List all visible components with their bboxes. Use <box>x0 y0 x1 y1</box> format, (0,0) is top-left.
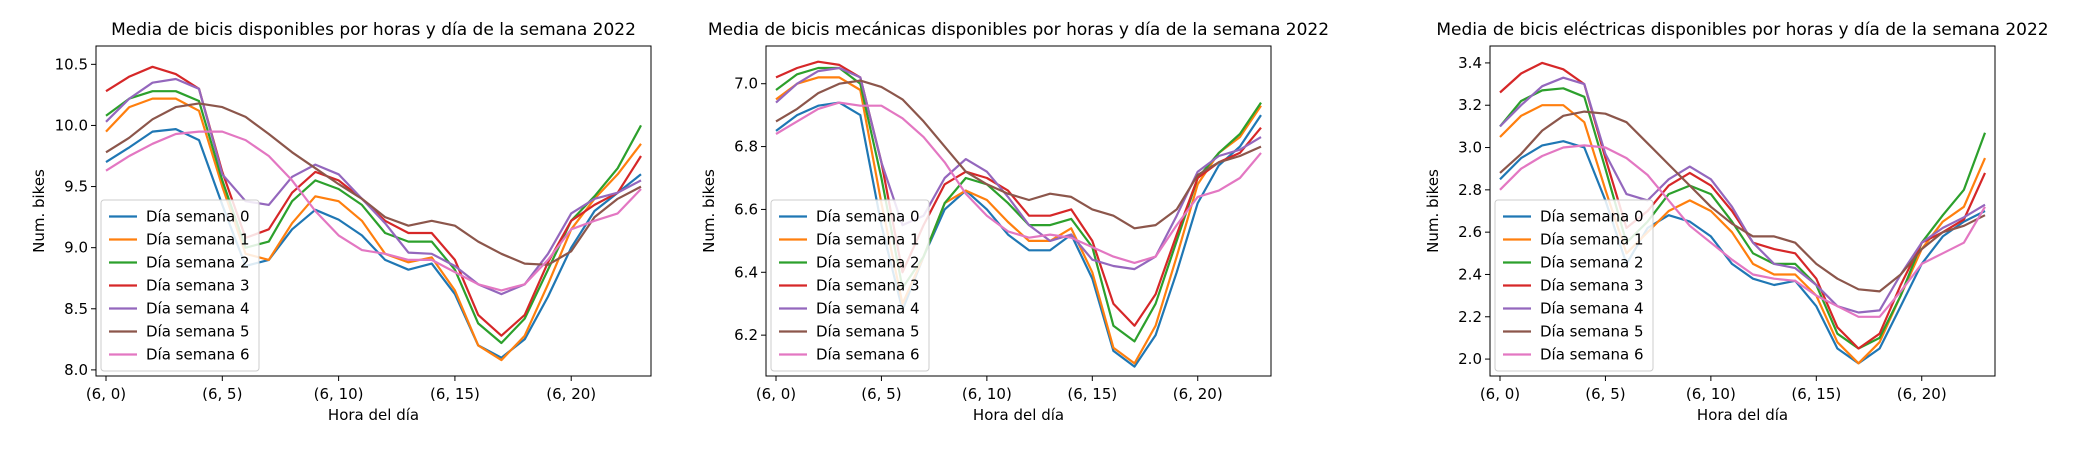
legend-label-1: Día semana 1 <box>146 231 250 249</box>
legend-label-5: Día semana 5 <box>146 323 250 341</box>
series-line-5 <box>775 79 1262 230</box>
x-tick-label: (6, 0) <box>756 385 796 403</box>
chart-title: Media de bicis disponibles por horas y d… <box>111 20 636 40</box>
legend-label-3: Día semana 3 <box>816 277 920 295</box>
legend-label-6: Día semana 6 <box>146 346 250 364</box>
x-tick-label: (6, 10) <box>1686 385 1736 403</box>
axes-frame <box>1489 45 1996 377</box>
series-line-6 <box>105 130 642 292</box>
legend-label-0: Día semana 0 <box>816 208 920 226</box>
series-line-4 <box>105 77 642 296</box>
y-tick-label: 2.0 <box>1458 350 1482 368</box>
chart-panel-2: Media de bicis eléctricas disponibles po… <box>1424 20 2049 424</box>
legend-label-0: Día semana 0 <box>146 208 250 226</box>
y-tick-label: 10.0 <box>55 116 88 134</box>
x-tick-label: (6, 5) <box>202 385 242 403</box>
legend: Día semana 0 Día semana 1 Día semana 2 Día … <box>770 199 930 372</box>
legend-label-5: Día semana 5 <box>816 323 920 341</box>
legend-label-2: Día semana 2 <box>146 254 250 272</box>
y-tick-label: 2.2 <box>1458 308 1482 326</box>
legend-label-0: Día semana 0 <box>1540 208 1644 226</box>
y-tick-label: 2.4 <box>1458 265 1482 283</box>
legend-label-6: Día semana 6 <box>816 346 920 364</box>
legend-label-3: Día semana 3 <box>146 277 250 295</box>
x-tick-label: (6, 10) <box>314 385 364 403</box>
x-tick-label: (6, 20) <box>1173 385 1223 403</box>
chart-title: Media de bicis mecánicas disponibles por… <box>708 20 1329 40</box>
x-tick-label: (6, 15) <box>430 385 480 403</box>
legend-box <box>100 199 260 372</box>
axes-frame <box>95 45 652 377</box>
y-tick-label: 3.2 <box>1458 96 1482 114</box>
y-tick-label: 2.8 <box>1458 181 1482 199</box>
y-tick-label: 8.5 <box>64 300 88 318</box>
y-tick-label: 8.0 <box>64 361 88 379</box>
x-axis-label: Hora del día <box>973 406 1064 424</box>
y-tick-label: 7.0 <box>734 75 758 93</box>
axes-frame <box>765 45 1272 377</box>
series-line-5 <box>105 102 642 266</box>
legend: Día semana 0 Día semana 1 Día semana 2 Día … <box>1494 199 1654 372</box>
legend-label-4: Día semana 4 <box>816 300 920 318</box>
legend-label-3: Día semana 3 <box>1540 277 1644 295</box>
series-line-5 <box>1499 110 1986 293</box>
legend-label-2: Día semana 2 <box>1540 254 1644 272</box>
y-tick-label: 10.5 <box>55 55 88 73</box>
y-tick-label: 3.4 <box>1458 54 1482 72</box>
x-tick-label: (6, 0) <box>86 385 126 403</box>
y-tick-label: 2.6 <box>1458 223 1482 241</box>
x-tick-label: (6, 0) <box>1480 385 1520 403</box>
x-axis-label: Hora del día <box>1697 406 1788 424</box>
y-tick-label: 6.4 <box>734 263 758 281</box>
y-tick-label: 9.5 <box>64 178 88 196</box>
x-tick-label: (6, 5) <box>861 385 901 403</box>
series-line-4 <box>775 66 1262 271</box>
series-line-0 <box>775 101 1262 368</box>
y-tick-label: 9.0 <box>64 239 88 257</box>
y-tick-label: 6.2 <box>734 326 758 344</box>
x-tick-label: (6, 5) <box>1585 385 1625 403</box>
legend-label-6: Día semana 6 <box>1540 346 1644 364</box>
series-line-6 <box>775 101 1262 264</box>
x-tick-label: (6, 15) <box>1067 385 1117 403</box>
x-axis-label: Hora del día <box>328 406 419 424</box>
y-tick-label: 6.6 <box>734 200 758 218</box>
legend-label-5: Día semana 5 <box>1540 323 1644 341</box>
legend-box <box>770 199 930 372</box>
x-tick-label: (6, 10) <box>962 385 1012 403</box>
series-line-0 <box>105 128 642 359</box>
legend-label-1: Día semana 1 <box>816 231 920 249</box>
x-tick-label: (6, 20) <box>1897 385 1947 403</box>
legend-label-4: Día semana 4 <box>1540 300 1644 318</box>
legend: Día semana 0 Día semana 1 Día semana 2 Día … <box>100 199 260 372</box>
series-line-6 <box>1499 144 1986 318</box>
x-tick-label: (6, 15) <box>1791 385 1841 403</box>
chart-panel-1: Media de bicis mecánicas disponibles por… <box>700 20 1329 424</box>
series-line-1 <box>105 97 642 362</box>
legend-label-1: Día semana 1 <box>1540 231 1644 249</box>
y-tick-label: 3.0 <box>1458 139 1482 157</box>
y-axis-label: Num. bikes <box>30 169 48 253</box>
chart-title: Media de bicis eléctricas disponibles po… <box>1436 20 2048 40</box>
y-axis-label: Num. bikes <box>1424 169 1442 253</box>
x-tick-label: (6, 20) <box>546 385 596 403</box>
legend-label-4: Día semana 4 <box>146 300 250 318</box>
legend-label-2: Día semana 2 <box>816 254 920 272</box>
legend-box <box>1494 199 1654 372</box>
y-axis-label: Num. bikes <box>700 169 718 253</box>
y-tick-label: 6.8 <box>734 138 758 156</box>
chart-panel-0: Media de bicis disponibles por horas y d… <box>30 20 652 424</box>
series-line-1 <box>775 76 1262 365</box>
